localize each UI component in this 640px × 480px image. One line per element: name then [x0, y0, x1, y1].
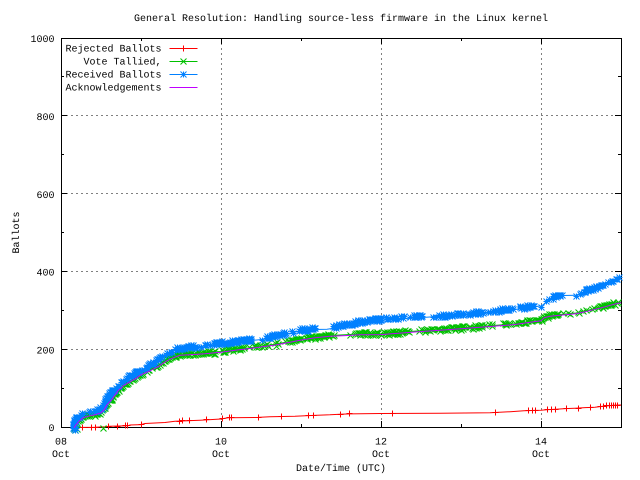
svg-text:Received Ballots: Received Ballots [65, 70, 161, 82]
svg-text:0: 0 [48, 424, 54, 435]
svg-text:08: 08 [55, 438, 67, 449]
svg-text:14: 14 [535, 438, 547, 449]
svg-text:400: 400 [36, 269, 54, 280]
svg-text:12: 12 [375, 438, 387, 449]
svg-text:Vote Tallied,: Vote Tallied, [83, 57, 161, 69]
svg-text:Oct: Oct [532, 450, 550, 461]
svg-text:200: 200 [36, 346, 54, 357]
svg-text:Ballots: Ballots [11, 211, 23, 253]
svg-text:Acknowledgements: Acknowledgements [65, 83, 161, 95]
svg-text:800: 800 [36, 113, 54, 124]
svg-text:General Resolution: Handling s: General Resolution: Handling source-less… [134, 13, 548, 25]
svg-text:Date/Time (UTC): Date/Time (UTC) [296, 463, 386, 475]
svg-text:Oct: Oct [52, 450, 70, 461]
svg-text:Rejected Ballots: Rejected Ballots [65, 44, 161, 56]
svg-text:600: 600 [36, 191, 54, 202]
svg-text:10: 10 [215, 438, 227, 449]
svg-text:Oct: Oct [212, 450, 230, 461]
svg-text:1000: 1000 [30, 35, 54, 46]
svg-text:Oct: Oct [372, 450, 390, 461]
